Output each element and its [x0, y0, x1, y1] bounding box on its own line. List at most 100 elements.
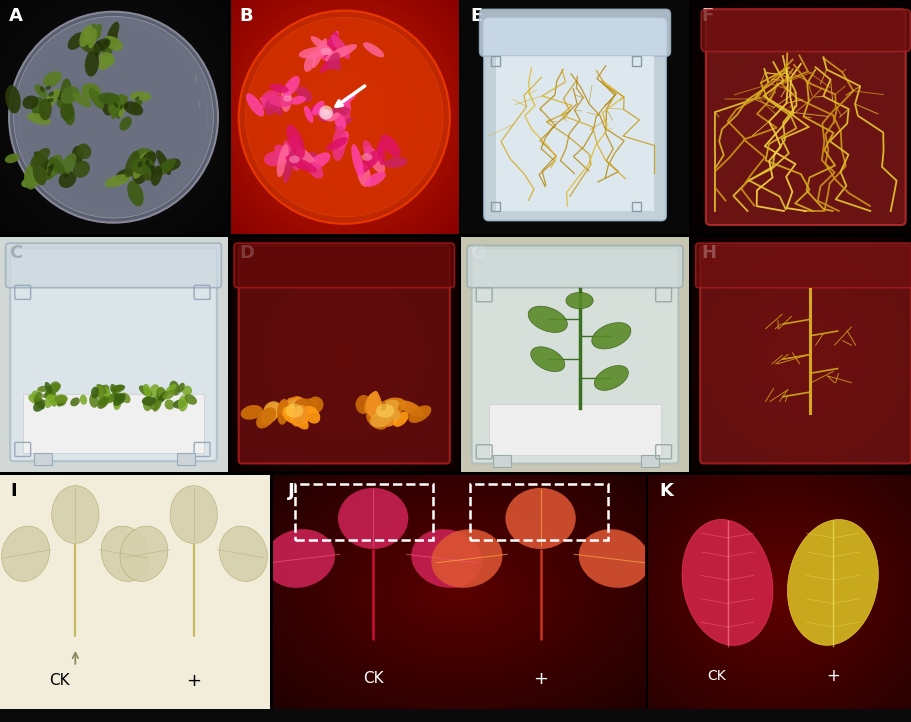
FancyBboxPatch shape	[10, 248, 217, 461]
Text: G: G	[470, 244, 485, 262]
Ellipse shape	[286, 125, 304, 159]
Ellipse shape	[527, 306, 567, 333]
Ellipse shape	[138, 161, 142, 168]
Ellipse shape	[332, 126, 346, 161]
Ellipse shape	[163, 158, 180, 170]
Ellipse shape	[35, 84, 47, 98]
Ellipse shape	[101, 94, 114, 116]
Ellipse shape	[328, 113, 339, 121]
Ellipse shape	[52, 384, 60, 393]
Ellipse shape	[299, 47, 330, 58]
Ellipse shape	[31, 97, 47, 120]
Ellipse shape	[34, 152, 54, 172]
Ellipse shape	[182, 386, 192, 396]
Ellipse shape	[148, 165, 154, 169]
Ellipse shape	[125, 104, 128, 109]
Ellipse shape	[338, 488, 408, 549]
Ellipse shape	[148, 398, 159, 410]
Text: ): )	[198, 100, 200, 107]
Ellipse shape	[376, 411, 398, 427]
Ellipse shape	[158, 387, 164, 397]
Ellipse shape	[296, 147, 318, 171]
Ellipse shape	[268, 95, 292, 107]
Ellipse shape	[342, 97, 351, 113]
Ellipse shape	[312, 101, 324, 116]
Ellipse shape	[98, 52, 115, 66]
Bar	[490, 56, 499, 66]
Ellipse shape	[2, 526, 49, 581]
Ellipse shape	[130, 100, 142, 112]
Ellipse shape	[43, 160, 57, 180]
Ellipse shape	[290, 96, 305, 105]
Ellipse shape	[241, 405, 262, 419]
Ellipse shape	[97, 385, 104, 399]
Ellipse shape	[133, 152, 148, 179]
Ellipse shape	[97, 384, 107, 394]
Text: +: +	[533, 669, 548, 687]
Ellipse shape	[578, 529, 650, 588]
Ellipse shape	[298, 152, 317, 169]
Ellipse shape	[60, 103, 74, 121]
Ellipse shape	[113, 393, 124, 403]
Ellipse shape	[120, 526, 168, 581]
Ellipse shape	[99, 385, 109, 399]
Ellipse shape	[94, 38, 110, 52]
FancyBboxPatch shape	[479, 9, 670, 56]
Ellipse shape	[294, 399, 316, 417]
Ellipse shape	[97, 396, 108, 409]
Ellipse shape	[308, 152, 330, 170]
Bar	[640, 456, 659, 467]
Ellipse shape	[79, 40, 100, 55]
Ellipse shape	[364, 400, 381, 416]
Ellipse shape	[115, 394, 123, 403]
Ellipse shape	[431, 529, 502, 588]
Ellipse shape	[58, 171, 77, 188]
Ellipse shape	[282, 396, 301, 413]
Ellipse shape	[366, 391, 379, 414]
Ellipse shape	[67, 32, 85, 50]
Ellipse shape	[55, 394, 67, 404]
Ellipse shape	[46, 155, 63, 176]
Ellipse shape	[261, 87, 282, 108]
Ellipse shape	[375, 400, 399, 415]
Ellipse shape	[331, 35, 350, 59]
Ellipse shape	[289, 135, 302, 171]
Ellipse shape	[107, 94, 126, 113]
FancyBboxPatch shape	[701, 9, 909, 51]
Ellipse shape	[289, 156, 300, 163]
Ellipse shape	[370, 410, 393, 427]
Ellipse shape	[379, 409, 396, 422]
Ellipse shape	[361, 153, 372, 161]
FancyBboxPatch shape	[705, 9, 905, 225]
Ellipse shape	[285, 404, 303, 418]
Bar	[469, 484, 607, 540]
Ellipse shape	[264, 97, 278, 116]
Ellipse shape	[48, 92, 54, 97]
Ellipse shape	[369, 407, 391, 425]
Ellipse shape	[327, 52, 341, 71]
Ellipse shape	[283, 149, 295, 183]
Ellipse shape	[49, 164, 54, 169]
Ellipse shape	[30, 148, 50, 168]
Ellipse shape	[162, 390, 175, 399]
Ellipse shape	[135, 97, 139, 101]
Ellipse shape	[308, 162, 323, 179]
Ellipse shape	[101, 36, 113, 58]
Ellipse shape	[108, 393, 124, 401]
Ellipse shape	[24, 164, 39, 190]
Ellipse shape	[37, 386, 50, 392]
Ellipse shape	[98, 56, 112, 70]
Ellipse shape	[89, 393, 98, 408]
Ellipse shape	[56, 399, 65, 406]
Ellipse shape	[112, 94, 122, 119]
Ellipse shape	[184, 394, 197, 405]
Bar	[631, 56, 640, 66]
Ellipse shape	[132, 163, 147, 184]
Ellipse shape	[261, 90, 275, 106]
Ellipse shape	[178, 383, 185, 393]
Ellipse shape	[505, 488, 575, 549]
Ellipse shape	[46, 383, 61, 394]
Ellipse shape	[355, 395, 372, 414]
Ellipse shape	[97, 40, 101, 45]
Ellipse shape	[283, 76, 300, 97]
